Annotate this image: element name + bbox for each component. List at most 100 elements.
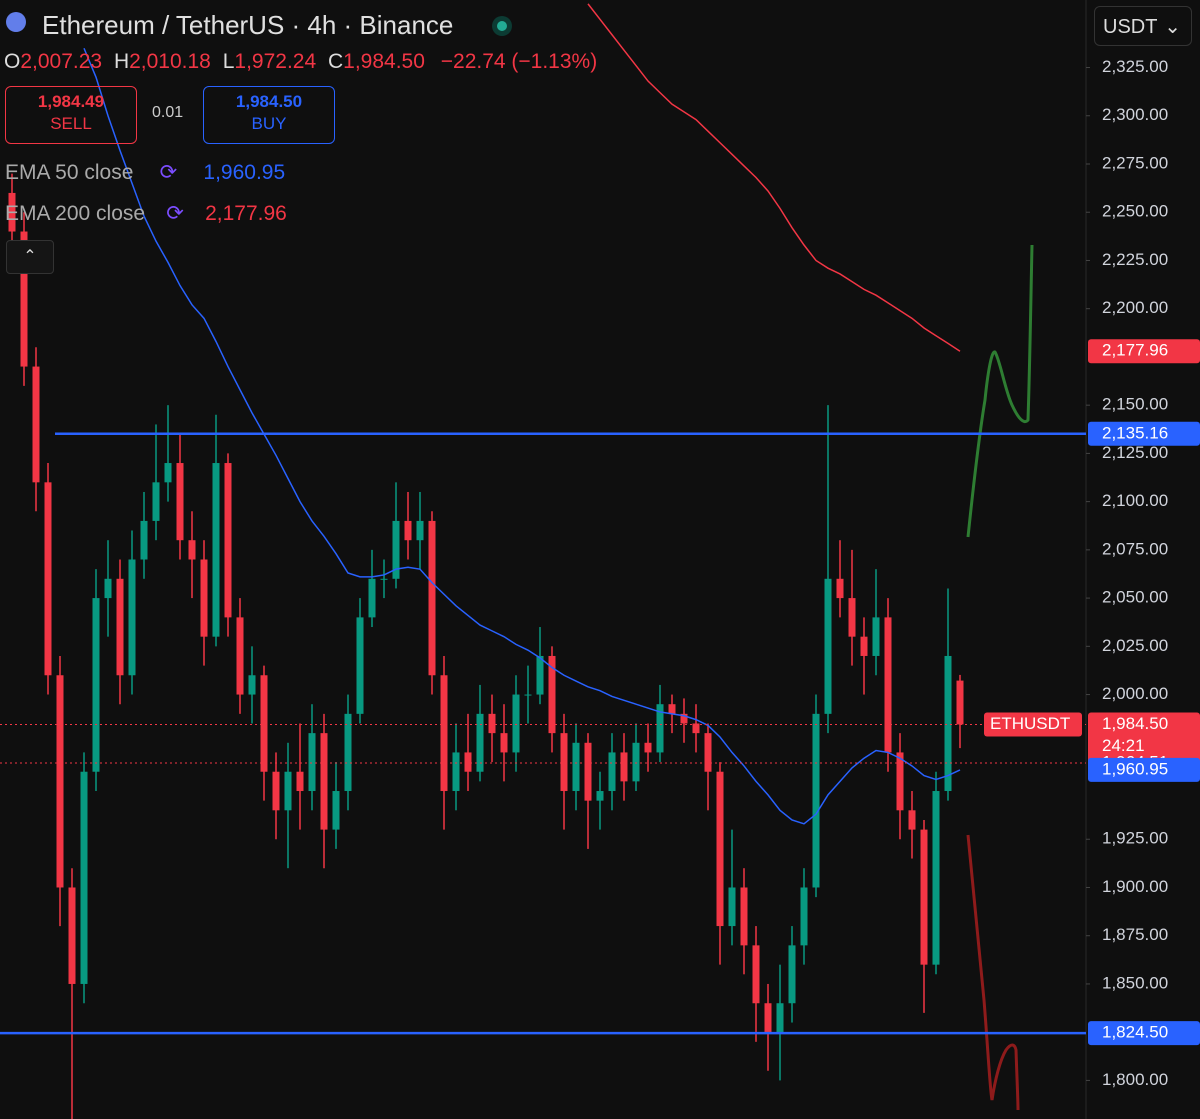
candle-body (596, 791, 604, 801)
legend-icon[interactable]: ⟳ (159, 161, 178, 184)
candle-body (200, 559, 208, 637)
legend-row: EMA 50 close ⟳ 1,960.95 (5, 160, 285, 185)
candle-body (20, 231, 28, 367)
candle-body (224, 463, 232, 618)
candle-body (788, 945, 796, 1004)
candle-body (908, 810, 916, 830)
candle-body (296, 771, 304, 792)
countdown: 24:21 (1102, 736, 1145, 755)
candle-body (632, 742, 640, 782)
candle-body (728, 887, 736, 927)
candle-body (116, 578, 124, 676)
buy-price: 1,984.50 (235, 92, 303, 111)
candle-body (44, 482, 52, 676)
candle-body (260, 675, 268, 772)
y-tick-label: 2,150.00 (1102, 395, 1168, 414)
ema-line (83, 47, 961, 825)
candle-body (896, 752, 904, 811)
candle-body (368, 578, 376, 618)
legend-row: EMA 200 close ⟳ 2,177.96 (5, 201, 287, 226)
candle-body (212, 463, 220, 637)
candle-body (356, 617, 364, 714)
legend-name: EMA 50 close (5, 161, 134, 184)
candle-body (812, 713, 820, 888)
candle-body (932, 791, 940, 965)
axis-tag (1088, 757, 1200, 782)
candle-body (548, 655, 556, 734)
ohlc-key: C (327, 50, 344, 73)
candle-body (320, 733, 328, 830)
symbol-tag-label: ETHUSDT (990, 714, 1070, 733)
y-tick-label: 2,300.00 (1102, 105, 1168, 124)
candle-body (860, 636, 868, 656)
axis-tag (1088, 712, 1200, 759)
y-tick-label: 1,800.00 (1102, 1070, 1168, 1089)
symbol-icon (6, 12, 26, 32)
candle-body (464, 752, 472, 772)
candle-body (416, 520, 424, 541)
candle-body (128, 559, 136, 676)
ohlc-value: 1,984.50 (343, 50, 425, 73)
candle-body (392, 520, 400, 579)
candle-body (572, 742, 580, 792)
sell-button[interactable]: 1,984.49 SELL (5, 86, 137, 144)
candle-body (68, 887, 76, 984)
symbol-title[interactable]: Ethereum / TetherUS · 4h · Binance (42, 10, 454, 40)
candle-body (944, 655, 952, 792)
candle-body (272, 771, 280, 811)
legend-value: 1,960.95 (203, 161, 286, 184)
collapse-button[interactable]: ⌃ (6, 240, 54, 274)
candle-body (644, 742, 652, 753)
candle-body (704, 733, 712, 772)
y-tick-label: 1,900.00 (1102, 877, 1168, 896)
ohlc-value: 1,972.24 (234, 50, 317, 73)
candle-body (236, 617, 244, 695)
y-tick-label: 2,125.00 (1102, 443, 1168, 462)
legend-value: 2,177.96 (205, 202, 287, 225)
candle-body (692, 723, 700, 734)
y-tick-label: 2,100.00 (1102, 491, 1168, 510)
candle-body (524, 694, 532, 696)
axis-tag-label: 1,824.50 (1102, 1023, 1168, 1042)
change: −22.74 (−1.13%) (440, 50, 598, 73)
candle-body (476, 713, 484, 772)
y-tick-label: 2,000.00 (1102, 684, 1168, 703)
candle-body (452, 752, 460, 792)
ohlc-key: O (4, 50, 21, 73)
candle-body (584, 742, 592, 801)
candle-body (56, 675, 64, 888)
currency-select[interactable]: USDT ⌄ (1094, 6, 1192, 46)
buy-label: BUY (251, 114, 287, 133)
y-tick-label: 2,325.00 (1102, 57, 1168, 76)
candle-body (680, 713, 688, 724)
candle-body (176, 463, 184, 541)
candle-body (740, 887, 748, 946)
ohlc-key: L (222, 50, 235, 73)
candle-body (104, 578, 112, 599)
axis-tag-label: 1,960.95 (1102, 759, 1168, 778)
candle-body (404, 520, 412, 541)
candle-body (488, 713, 496, 734)
y-tick-label: 1,925.00 (1102, 829, 1168, 848)
candle-body (440, 675, 448, 792)
candle-body (8, 192, 16, 232)
buy-button[interactable]: 1,984.50 BUY (203, 86, 335, 144)
drawn-arrow-up (966, 244, 1034, 538)
candle-body (800, 887, 808, 946)
ema-line (587, 3, 961, 352)
candle-body (920, 829, 928, 965)
candle-body (884, 617, 892, 753)
candle-body (776, 1003, 784, 1033)
legend-icon[interactable]: ⟳ (166, 202, 184, 225)
y-tick-label: 1,875.00 (1102, 925, 1168, 944)
candle-body (332, 791, 340, 830)
y-tick-label: 2,200.00 (1102, 298, 1168, 317)
candle-body (92, 598, 100, 772)
y-tick-label: 2,250.00 (1102, 202, 1168, 221)
candle-body (848, 598, 856, 637)
sell-price: 1,984.49 (37, 92, 105, 111)
candle-body (608, 752, 616, 792)
candle-body (668, 704, 676, 714)
candle-body (512, 694, 520, 753)
y-tick-label: 2,075.00 (1102, 539, 1168, 558)
